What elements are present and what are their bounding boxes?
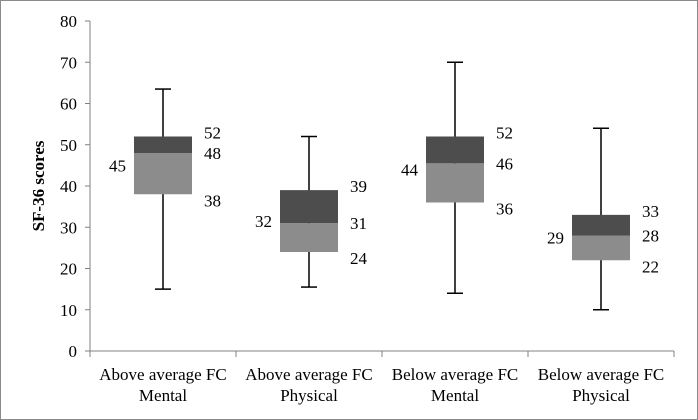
q3-data-label: 52 [204,124,221,143]
box-upper [134,136,192,153]
box-upper [572,214,630,236]
box-lower [572,235,630,261]
x-category-sublabel: Mental [431,386,479,405]
y-tick-label: 50 [60,136,77,155]
y-tick-label: 80 [60,12,77,31]
y-tick-label: 70 [60,53,77,72]
median-data-label: 46 [496,154,513,173]
median-data-label: 48 [204,144,221,163]
q3-data-label: 52 [496,124,513,143]
x-category-label: Below average FC [538,365,665,384]
x-category-label: Above average FC [99,365,226,384]
y-axis-label: SF-36 scores [29,140,48,231]
q1-data-label: 24 [350,249,368,268]
q1-data-label: 38 [204,191,221,210]
y-tick-label: 30 [60,218,77,237]
y-axis: 0 10 20 30 40 50 60 70 80 [60,12,91,361]
x-axis: Above average FC Mental Above average FC Ph… [89,350,675,405]
q1-data-label: 36 [496,200,513,219]
y-tick-label: 20 [60,260,77,279]
box-lower [426,163,484,203]
x-category-sublabel: Physical [572,386,630,405]
x-category-sublabel: Physical [280,386,338,405]
y-tick-label: 0 [69,342,78,361]
x-category-label: Below average FC [392,365,519,384]
q3-data-label: 39 [350,177,367,196]
box-upper [426,136,484,164]
box-upper [280,190,338,224]
left-data-label: 45 [109,156,126,175]
median-data-label: 31 [350,214,367,233]
left-data-label: 29 [547,229,564,248]
x-category-label: Above average FC [245,365,372,384]
box-lower [280,223,338,252]
y-tick-label: 10 [60,301,77,320]
q3-data-label: 33 [642,202,659,221]
box-group: 33 28 22 29 [547,127,659,311]
left-data-label: 44 [401,161,419,180]
box-group: 39 31 24 32 [255,135,368,288]
box-group: 52 46 36 44 [401,61,513,294]
y-tick-label: 60 [60,95,77,114]
y-tick-label: 40 [60,177,77,196]
x-category-sublabel: Mental [139,386,187,405]
box-lower [134,153,192,195]
median-data-label: 28 [642,227,659,246]
left-data-label: 32 [255,212,272,231]
q1-data-label: 22 [642,257,659,276]
